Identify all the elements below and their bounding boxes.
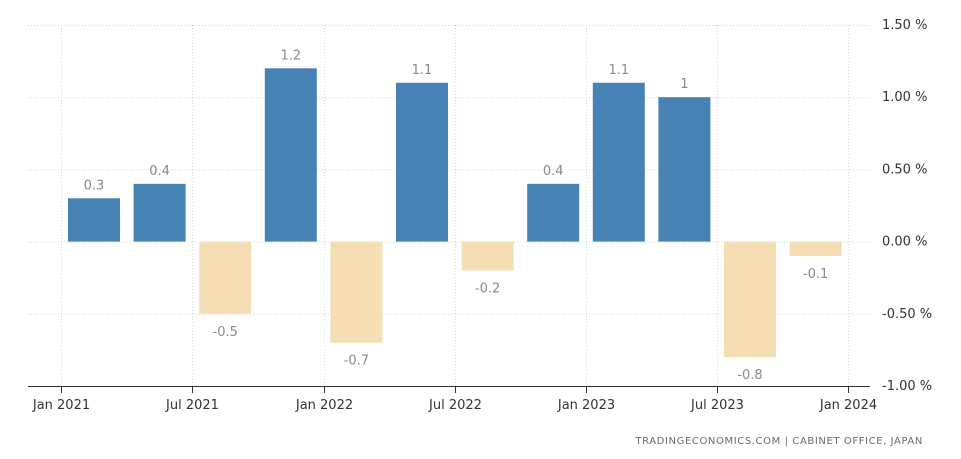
y-tick-label: 0.50 % bbox=[882, 162, 927, 177]
x-axis: Jan 2021 Jul 2021 Jan 2022 Jul 2022 Jan 2023… bbox=[28, 386, 877, 413]
bar bbox=[527, 183, 580, 242]
bar-chart: 0.30.4-0.51.2-0.71.1-0.20.41.11-0.8-0.1 … bbox=[28, 18, 932, 413]
x-tick-label: Jan 2022 bbox=[295, 398, 353, 413]
data-label: 1.2 bbox=[280, 48, 301, 63]
data-label: 1.1 bbox=[412, 63, 433, 78]
bar bbox=[592, 82, 645, 242]
data-label: 0.4 bbox=[149, 164, 170, 179]
bar bbox=[724, 241, 776, 358]
x-tick-label: Jul 2021 bbox=[165, 398, 219, 413]
data-label: -0.8 bbox=[737, 368, 762, 383]
y-tick-label: 0.00 % bbox=[882, 235, 927, 250]
data-label: 1 bbox=[680, 77, 688, 92]
data-label: -0.1 bbox=[803, 267, 828, 282]
x-tick-label: Jan 2024 bbox=[819, 398, 877, 413]
data-label: -0.7 bbox=[344, 354, 369, 369]
x-tick-label: Jan 2023 bbox=[557, 398, 615, 413]
bar bbox=[68, 198, 120, 242]
gridlines bbox=[28, 25, 870, 386]
x-tick-label: Jul 2022 bbox=[428, 398, 482, 413]
y-tick-label: 1.50 % bbox=[882, 18, 927, 33]
y-tick-label: 1.00 % bbox=[882, 90, 927, 105]
data-label: 1.1 bbox=[608, 63, 629, 78]
bar bbox=[133, 183, 186, 242]
y-tick-label: -1.00 % bbox=[882, 379, 932, 394]
bar bbox=[199, 241, 252, 314]
x-tick-label: Jan 2021 bbox=[32, 398, 90, 413]
bar bbox=[789, 241, 842, 257]
bar bbox=[461, 241, 514, 271]
bars bbox=[68, 68, 842, 358]
data-labels: 0.3 0.4 -0.5 1.2 -0.7 1.1 -0.2 0.4 1.1 1 -0.8 -0.1 bbox=[84, 48, 829, 383]
x-tick-label: Jul 2023 bbox=[690, 398, 744, 413]
bar bbox=[658, 97, 711, 242]
data-label: 0.3 bbox=[84, 178, 105, 193]
data-label: -0.2 bbox=[475, 281, 500, 296]
bar bbox=[330, 241, 383, 343]
data-label: -0.5 bbox=[213, 325, 238, 340]
y-tick-label: -0.50 % bbox=[882, 307, 932, 322]
bar bbox=[396, 82, 448, 242]
data-label: 0.4 bbox=[543, 164, 564, 179]
bar bbox=[264, 68, 317, 242]
source-credit: TRADINGECONOMICS.COM | CABINET OFFICE, J… bbox=[635, 436, 923, 447]
y-axis: 1.50 % 1.00 % 0.50 % 0.00 % -0.50 % -1.00 % bbox=[882, 18, 932, 394]
